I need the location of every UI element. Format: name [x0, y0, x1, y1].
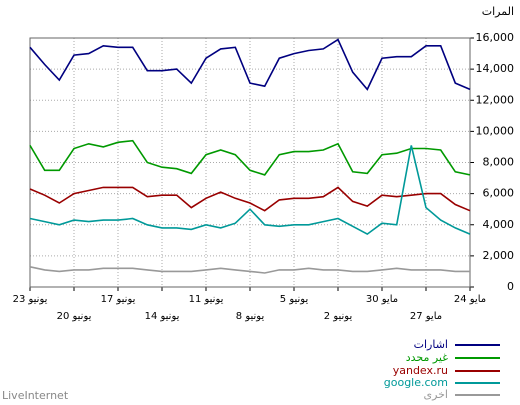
y-tick-label: 6,000	[483, 187, 515, 200]
legend-label: اشارات	[414, 338, 448, 351]
x-tick-label: 30 مايو	[366, 294, 398, 305]
x-tick-label: 20 يونيو	[57, 311, 92, 322]
x-tick-label: 27 مايو	[410, 311, 442, 322]
y-tick-label: 14,000	[476, 62, 515, 75]
x-tick-label: 23 يونيو	[13, 294, 48, 305]
series-line	[29, 38, 471, 91]
y-tick-label: 8,000	[483, 156, 515, 169]
source: LiveInternet	[2, 389, 69, 402]
y-tick-label: 10,000	[476, 124, 515, 137]
x-tick-label: 14 يونيو	[145, 311, 180, 322]
legend-label: غير محدد	[406, 351, 449, 364]
x-tick-label: 8 يونيو	[236, 311, 265, 322]
series-line	[29, 266, 470, 274]
series-line	[29, 139, 471, 176]
legend-label: yandex.ru	[393, 364, 448, 377]
x-tick-label: 5 يونيو	[280, 294, 309, 305]
legend-label: google.com	[384, 376, 448, 389]
plot-border	[29, 37, 471, 288]
y-tick-label: 16,000	[476, 31, 515, 44]
x-tick-label: 11 يونيو	[189, 294, 224, 305]
x-tick-label: 24 مايو	[454, 294, 486, 305]
y-tick-label: 12,000	[476, 93, 515, 106]
series-line	[29, 145, 471, 236]
legend-label: اخرى	[423, 388, 448, 401]
y-tick-label: 2,000	[483, 249, 515, 262]
x-tick-label: 2 يونيو	[324, 311, 353, 322]
y-tick-label: 0	[507, 280, 514, 293]
series-line	[29, 186, 471, 212]
y-tick-label: 4,000	[483, 218, 515, 231]
x-tick-label: 17 يونيو	[101, 294, 136, 305]
chart-title: المرات	[482, 5, 514, 18]
